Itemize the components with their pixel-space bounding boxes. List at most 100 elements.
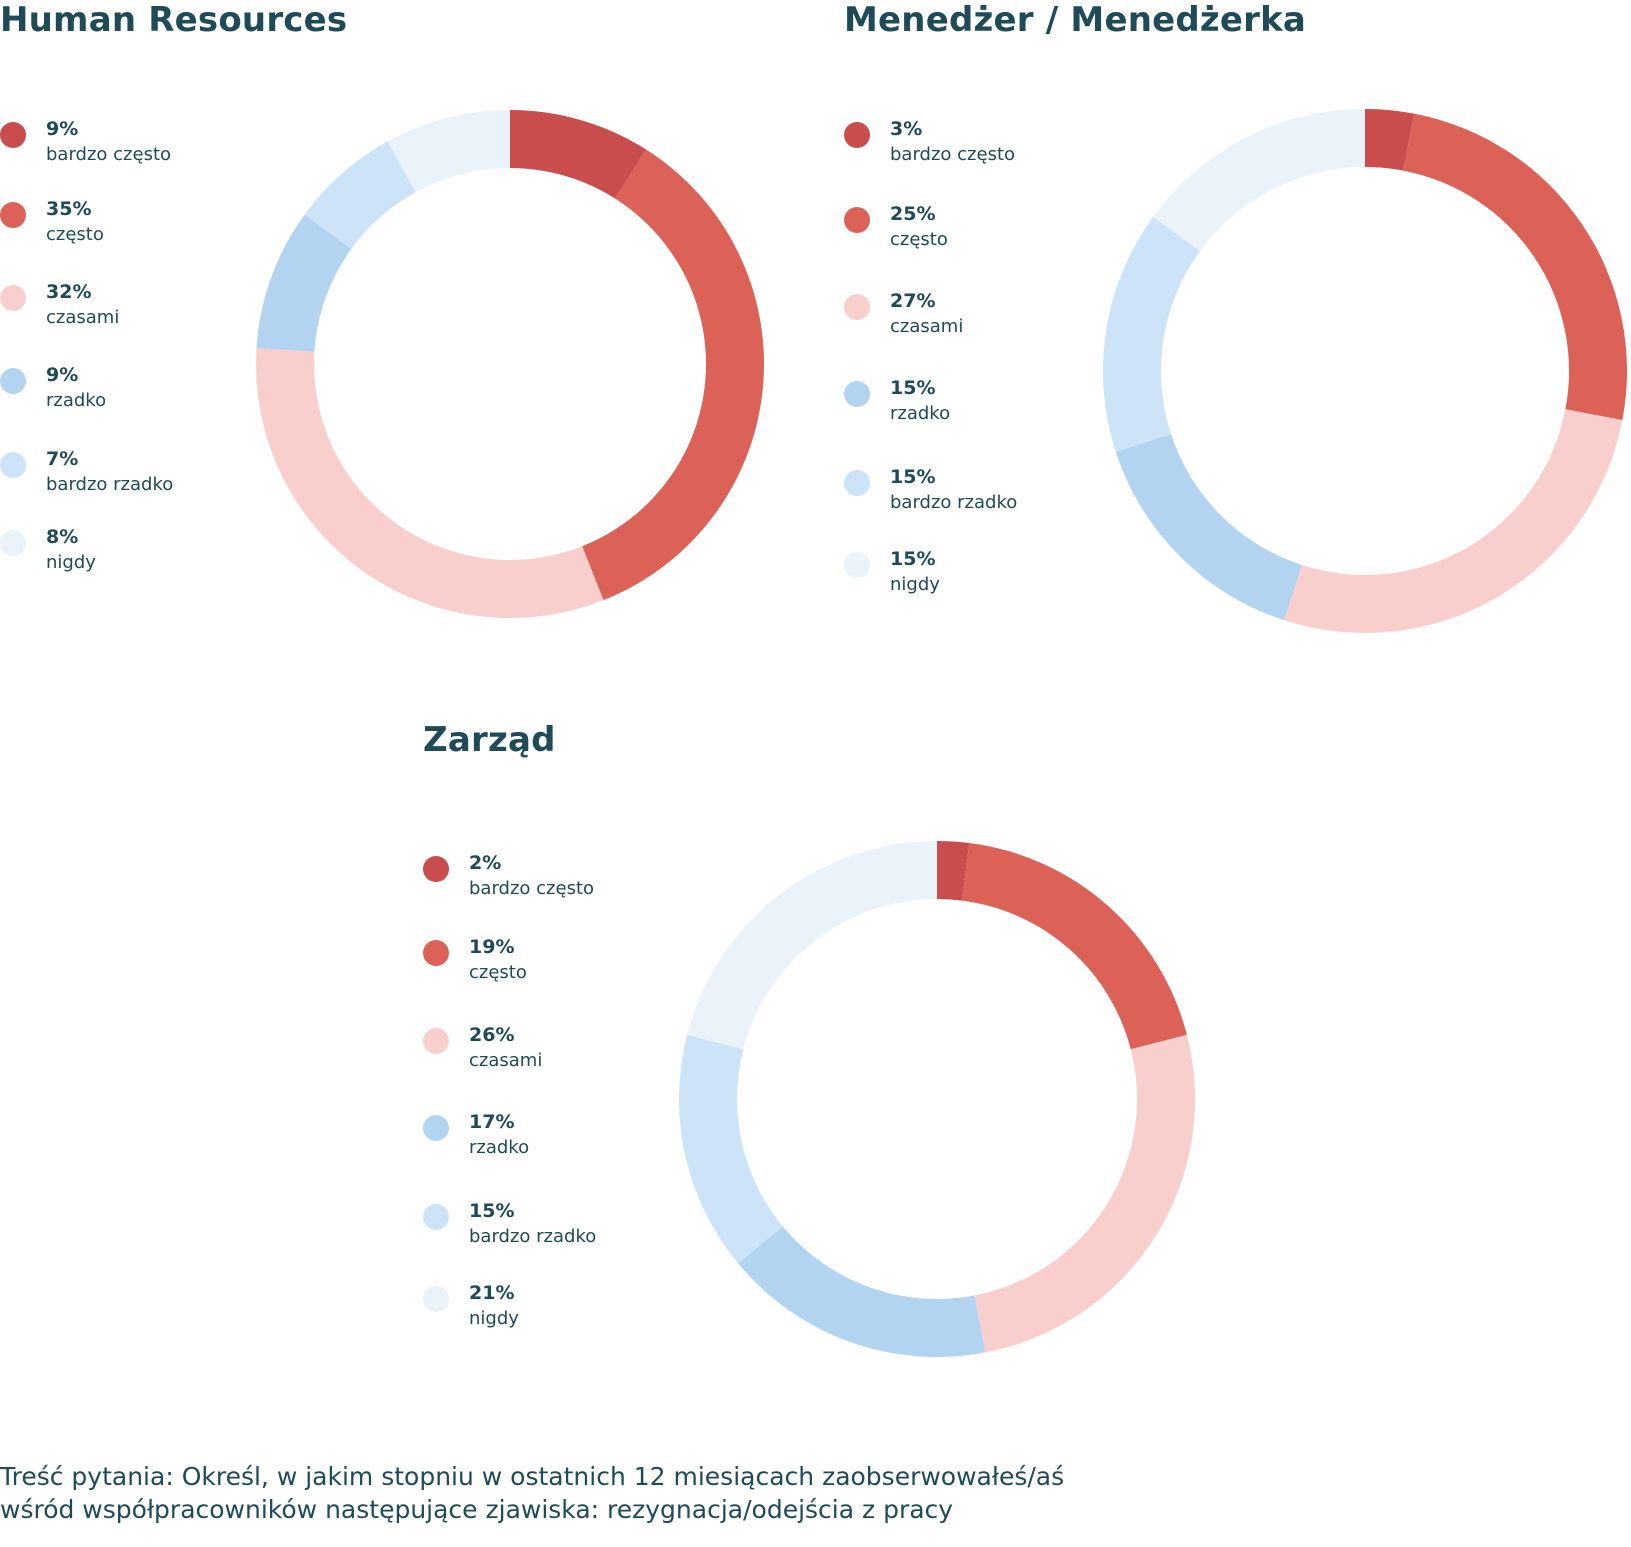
- legend-swatch: [423, 940, 449, 966]
- donut-chart: [1103, 109, 1627, 633]
- donut-slice-bardzo-czesto: [937, 841, 970, 901]
- legend-value: 15%: [890, 466, 936, 488]
- chart-title: Menedżer / Menedżerka: [844, 0, 1307, 40]
- legend-item-bardzo-czesto: 2% bardzo często: [423, 852, 663, 912]
- legend-value: 2%: [469, 852, 502, 874]
- donut-slice-bardzo-rzadko: [304, 141, 416, 249]
- donut-slice-rzadko: [1115, 434, 1302, 621]
- legend-label: rzadko: [469, 1137, 530, 1158]
- legend-value: 21%: [469, 1282, 515, 1304]
- legend-value: 35%: [46, 198, 92, 220]
- legend-swatch: [0, 530, 26, 556]
- legend-label: bardzo często: [890, 144, 1016, 165]
- legend-swatch: [0, 202, 26, 228]
- legend-label: nigdy: [890, 574, 940, 595]
- legend-item-nigdy: 21% nigdy: [423, 1282, 663, 1342]
- donut-slice-bardzo-czesto: [1365, 109, 1415, 171]
- legend-swatch: [844, 207, 870, 233]
- legend-item-nigdy: 8% nigdy: [0, 526, 240, 586]
- legend-swatch: [423, 856, 449, 882]
- legend-swatch: [423, 1115, 449, 1141]
- legend-value: 3%: [890, 118, 923, 140]
- legend-value: 32%: [46, 281, 92, 303]
- legend-swatch: [0, 452, 26, 478]
- donut-slice-czasami: [256, 348, 604, 618]
- legend-item-bardzo-rzadko: 7% bardzo rzadko: [0, 448, 240, 508]
- legend-swatch: [844, 294, 870, 320]
- legend-item-czasami: 32% czasami: [0, 281, 240, 341]
- legend-item-rzadko: 9% rzadko: [0, 364, 240, 424]
- legend-item-nigdy: 15% nigdy: [844, 548, 1084, 608]
- legend-item-bardzo-czesto: 3% bardzo często: [844, 118, 1084, 178]
- legend-value: 15%: [890, 548, 936, 570]
- legend-item-czesto: 35% często: [0, 198, 240, 258]
- legend-value: 25%: [890, 203, 936, 225]
- legend-swatch: [0, 368, 26, 394]
- legend-label: nigdy: [46, 552, 96, 573]
- legend-swatch: [423, 1286, 449, 1312]
- legend-label: rzadko: [890, 403, 951, 424]
- legend-value: 15%: [469, 1200, 515, 1222]
- footnote-line-1: Treść pytania: Określ, w jakim stopniu w…: [0, 1462, 1065, 1491]
- donut-slice-czasami: [1284, 409, 1623, 633]
- chart-title: Zarząd: [423, 720, 556, 760]
- legend-label: bardzo często: [469, 878, 595, 899]
- donut-chart: [256, 110, 764, 618]
- legend-swatch: [0, 285, 26, 311]
- donut-slice-czesto: [962, 843, 1187, 1050]
- legend-value: 17%: [469, 1111, 515, 1133]
- legend-value: 26%: [469, 1024, 515, 1046]
- donut-slice-rzadko: [256, 214, 352, 352]
- legend-swatch: [423, 1028, 449, 1054]
- legend-label: czasami: [46, 307, 120, 328]
- legend-label: czasami: [890, 316, 964, 337]
- donut-chart: [679, 841, 1195, 1357]
- legend-swatch: [423, 1204, 449, 1230]
- legend-value: 7%: [46, 448, 79, 470]
- legend-item-czasami: 27% czasami: [844, 290, 1084, 350]
- chart-panel-menedzer: Menedżer / Menedżerka 3% bardzo często 2…: [844, 0, 1631, 660]
- legend-value: 8%: [46, 526, 79, 548]
- donut-slice-nigdy: [1153, 109, 1365, 252]
- legend-value: 15%: [890, 377, 936, 399]
- donut-slice-czasami: [974, 1034, 1195, 1353]
- legend-swatch: [844, 122, 870, 148]
- donut-slice-nigdy: [687, 841, 937, 1050]
- legend-value: 9%: [46, 118, 79, 140]
- donut-slice-bardzo-rzadko: [679, 1034, 783, 1264]
- legend-item-rzadko: 17% rzadko: [423, 1111, 663, 1171]
- donut-slice-bardzo-rzadko: [1103, 217, 1200, 452]
- legend-label: bardzo rzadko: [469, 1226, 597, 1247]
- legend-label: nigdy: [469, 1308, 519, 1329]
- question-footnote: Treść pytania: Określ, w jakim stopniu w…: [0, 1460, 1200, 1526]
- legend-item-bardzo-rzadko: 15% bardzo rzadko: [844, 466, 1084, 526]
- legend-item-bardzo-czesto: 9% bardzo często: [0, 118, 240, 178]
- legend-label: rzadko: [46, 390, 107, 411]
- chart-panel-human-resources: Human Resources 9% bardzo często 35% czę…: [0, 0, 800, 660]
- donut-slice-rzadko: [738, 1226, 986, 1357]
- donut-slice-nigdy: [387, 110, 510, 193]
- legend-item-rzadko: 15% rzadko: [844, 377, 1084, 437]
- chart-panel-zarzad: Zarząd 2% bardzo często 19% często 26% c…: [423, 720, 1223, 1370]
- legend-item-czasami: 26% czasami: [423, 1024, 663, 1084]
- legend-item-bardzo-rzadko: 15% bardzo rzadko: [423, 1200, 663, 1260]
- legend-label: często: [890, 229, 948, 250]
- legend-label: często: [469, 962, 527, 983]
- legend-label: bardzo rzadko: [890, 492, 1018, 513]
- legend-swatch: [0, 122, 26, 148]
- legend-item-czesto: 25% często: [844, 203, 1084, 263]
- legend-value: 27%: [890, 290, 936, 312]
- legend-swatch: [844, 470, 870, 496]
- legend-swatch: [844, 552, 870, 578]
- legend-value: 19%: [469, 936, 515, 958]
- donut-slice-czesto: [1403, 113, 1627, 421]
- legend-label: bardzo często: [46, 144, 172, 165]
- donut-slice-czesto: [582, 149, 764, 601]
- chart-title: Human Resources: [0, 0, 348, 40]
- legend-label: czasami: [469, 1050, 543, 1071]
- legend-item-czesto: 19% często: [423, 936, 663, 996]
- footnote-line-2: wśród współpracowników następujące zjawi…: [0, 1495, 954, 1524]
- donut-slice-bardzo-czesto: [510, 110, 647, 199]
- legend-value: 9%: [46, 364, 79, 386]
- legend-label: często: [46, 224, 104, 245]
